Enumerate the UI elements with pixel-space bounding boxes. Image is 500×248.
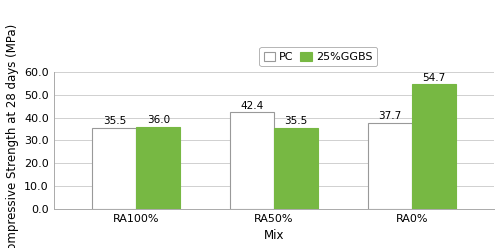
Text: 42.4: 42.4 [240,101,264,111]
Bar [136,127,180,209]
Bar [230,112,274,209]
Text: 36.0: 36.0 [147,115,170,125]
Bar [412,84,456,209]
Legend: PC, 25%GGBS: PC, 25%GGBS [260,47,377,66]
Text: 35.5: 35.5 [102,117,126,126]
Y-axis label: Compressive Strength at 28 days (MPa): Compressive Strength at 28 days (MPa) [6,23,18,248]
Bar [92,128,136,209]
Text: 37.7: 37.7 [378,111,402,122]
Bar [274,128,318,209]
Bar [368,123,412,209]
Text: 35.5: 35.5 [284,117,308,126]
X-axis label: Mix: Mix [264,229,284,243]
Text: 54.7: 54.7 [422,72,446,83]
